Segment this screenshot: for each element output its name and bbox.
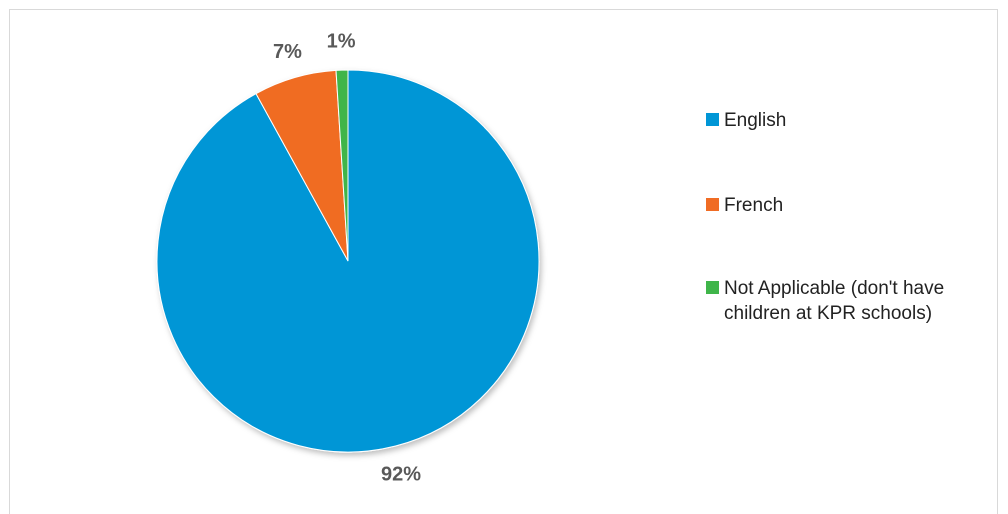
legend-label-english: English — [724, 110, 787, 131]
legend-swatch-not-applicable — [706, 281, 719, 294]
legend-item-english[interactable]: English — [706, 108, 966, 133]
legend-label-not-applicable: Not Applicable (don't have children at K… — [724, 278, 945, 324]
data-labels: 92% 7% 1% — [273, 30, 421, 485]
data-label-not-applicable: 1% — [327, 30, 356, 52]
legend-item-french[interactable]: French — [706, 193, 966, 218]
legend-label-french: French — [724, 195, 784, 216]
legend-swatch-french — [706, 198, 719, 211]
data-label-french: 7% — [273, 41, 302, 63]
pie-slice-not-applicable[interactable] — [335, 69, 349, 262]
pie-slices — [156, 69, 540, 453]
legend-swatch-english — [706, 113, 719, 126]
chart-area — [9, 9, 998, 514]
data-label-english: 92% — [381, 464, 421, 486]
legend-item-not-applicable[interactable]: Not Applicable (don't have children at K… — [706, 276, 966, 326]
